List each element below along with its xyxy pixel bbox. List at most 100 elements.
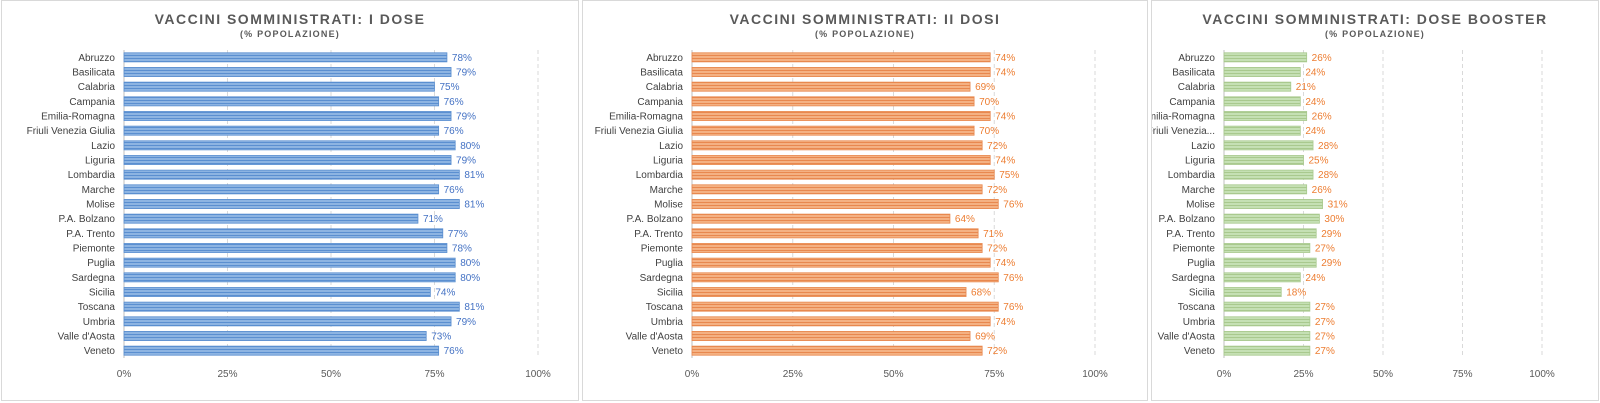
bar-chart-prima-dose: 0% 25% 50% 75% 100% Abruzzo 78% Basilicata 79% Ca… [27,50,551,380]
category-label: Veneto [1184,346,1216,357]
data-label: 79% [456,317,476,328]
data-label: 27% [1315,332,1335,343]
data-label: 80% [460,273,480,284]
bar [123,140,456,151]
category-label: Liguria [653,156,683,167]
category-label: Emilia-Romagna [41,112,115,123]
data-label: 29% [1321,258,1341,269]
bar [691,257,991,268]
category-label: Abruzzo [1178,53,1215,64]
data-label: 31% [1328,200,1348,211]
bar [691,228,979,239]
data-label: 74% [435,288,455,299]
data-label: 72% [987,141,1007,152]
category-label: Sardegna [72,273,116,284]
category-label: Liguria [85,156,115,167]
bar [691,272,999,283]
category-label: P.A. Bolzano [1158,214,1215,225]
bar [123,243,448,253]
bar [123,199,460,209]
category-label: Sicilia [657,288,684,299]
data-label: 76% [444,126,464,137]
data-label: 27% [1315,302,1335,313]
bar [691,67,991,77]
category-label: Lazio [91,141,115,152]
category-label: Sardegna [640,273,684,284]
data-label: 27% [1315,244,1335,255]
category-label: Liguria [1185,156,1215,167]
data-label: 71% [423,214,443,225]
chart-subtitle: (% POPOLAZIONE) [814,29,915,39]
bar [691,125,975,136]
bar [123,111,452,121]
bar [1223,213,1320,224]
category-label: Molise [1186,200,1215,211]
data-label: 28% [1318,170,1338,181]
bar [691,52,991,63]
category-label: Campania [69,97,115,108]
data-label: 81% [464,302,484,313]
data-label: 70% [979,97,999,108]
x-tick-label: 100% [525,369,551,380]
bar [1223,345,1311,356]
data-label: 73% [431,332,451,343]
chart-subtitle: (% POPOLAZIONE) [239,29,340,39]
category-label: P.A. Trento [66,229,115,240]
bar [691,316,991,327]
data-label: 80% [460,141,480,152]
bar [1223,67,1301,77]
category-label: Friuli Venezia Giulia [27,126,116,137]
bar [691,213,951,224]
bar [691,111,991,121]
category-label: Abruzzo [78,53,115,64]
category-label: Sicilia [89,288,116,299]
category-label: Marche [1182,185,1216,196]
category-label: Calabria [646,82,684,93]
category-label: Puglia [655,258,683,269]
x-tick-label: 0% [685,369,700,380]
bar [1223,140,1314,151]
x-tick-label: 0% [1217,369,1232,380]
category-label: Toscana [78,302,116,313]
category-label: Umbria [1183,317,1216,328]
bar [1223,301,1311,312]
x-tick-label: 25% [783,369,803,380]
chart-subtitle: (% POPOLAZIONE) [1324,29,1425,39]
data-label: 79% [456,112,476,123]
data-label: 71% [983,229,1003,240]
category-label: Piemonte [1173,244,1216,255]
bar [691,287,967,297]
chart-panel-seconda-dose: VACCINI SOMMINISTRATI: II DOSI (% POPOLA… [582,0,1148,401]
bar [1223,199,1323,209]
data-label: 76% [1003,273,1023,284]
category-label: Molise [86,200,115,211]
bar [1223,125,1301,136]
category-label: Calabria [78,82,116,93]
bar [1223,228,1317,239]
chart-title: VACCINI SOMMINISTRATI: II DOSI [729,11,1001,27]
category-label: Valle d'Aosta [58,332,116,343]
x-tick-label: 100% [1082,369,1108,380]
category-label: Molise [654,200,683,211]
data-label: 27% [1315,317,1335,328]
bar [123,96,440,107]
bar [123,81,435,92]
category-label: Friuli Venezia... [1152,126,1215,137]
bar [1223,331,1311,341]
data-label: 27% [1315,346,1335,357]
x-tick-label: 25% [217,369,237,380]
data-label: 76% [1003,200,1023,211]
category-label: Sardegna [1172,273,1216,284]
category-label: Campania [1169,97,1215,108]
bar [691,169,995,180]
bar [123,155,452,165]
x-tick-label: 25% [1293,369,1313,380]
bar [1223,169,1314,180]
data-label: 79% [456,156,476,167]
category-label: Abruzzo [646,53,683,64]
bar [1223,243,1311,253]
bar [123,52,448,63]
data-label: 26% [1312,185,1332,196]
bar [123,125,440,136]
bar [691,155,991,165]
